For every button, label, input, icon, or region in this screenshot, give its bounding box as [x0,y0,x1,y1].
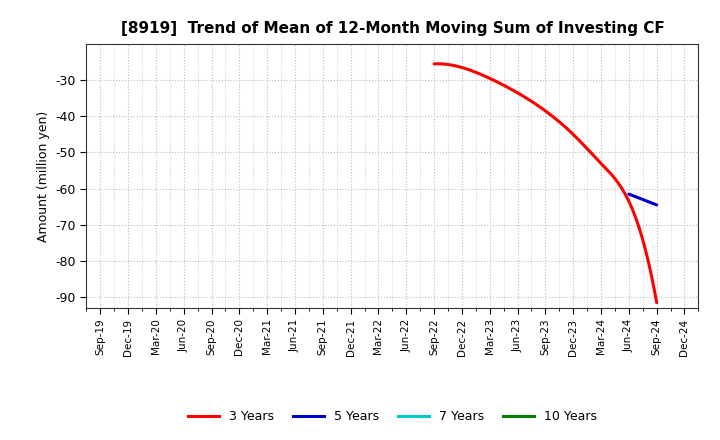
Legend: 3 Years, 5 Years, 7 Years, 10 Years: 3 Years, 5 Years, 7 Years, 10 Years [183,406,602,429]
Y-axis label: Amount (million yen): Amount (million yen) [37,110,50,242]
Title: [8919]  Trend of Mean of 12-Month Moving Sum of Investing CF: [8919] Trend of Mean of 12-Month Moving … [120,21,665,36]
